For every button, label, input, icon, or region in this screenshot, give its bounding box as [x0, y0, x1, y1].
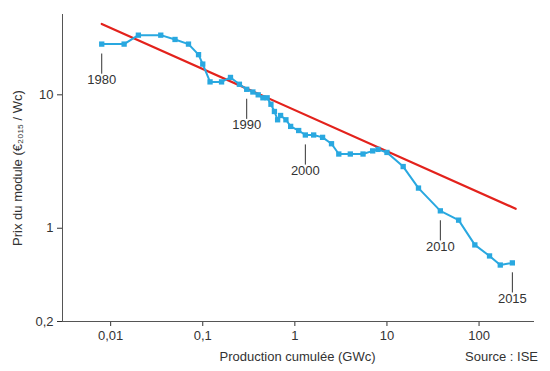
- svg-text:1990: 1990: [232, 117, 261, 132]
- svg-text:0,01: 0,01: [98, 328, 123, 343]
- svg-text:100: 100: [468, 328, 490, 343]
- svg-text:0,2: 0,2: [35, 314, 53, 329]
- svg-text:1: 1: [291, 328, 298, 343]
- svg-text:Prix du module (€₂₀₁₅ / Wc): Prix du module (€₂₀₁₅ / Wc): [10, 90, 25, 246]
- svg-text:10: 10: [380, 328, 394, 343]
- svg-text:1980: 1980: [87, 72, 116, 87]
- svg-text:2015: 2015: [498, 291, 527, 306]
- svg-text:2000: 2000: [291, 163, 320, 178]
- html-text:Production cumulée (GWc): Production cumulée (GWc): [219, 349, 376, 364]
- svg-text:1: 1: [46, 220, 53, 235]
- html-text:Source : ISE: Source : ISE: [465, 349, 538, 364]
- svg-text:10: 10: [39, 87, 53, 102]
- svg-text:2010: 2010: [426, 239, 455, 254]
- svg-text:0,1: 0,1: [194, 328, 212, 343]
